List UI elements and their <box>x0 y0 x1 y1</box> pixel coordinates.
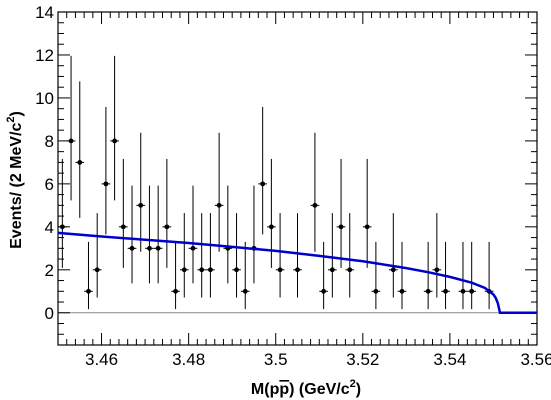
data-point <box>173 288 178 294</box>
data-point <box>347 267 353 273</box>
data-point <box>181 267 187 273</box>
x-tick-label: 3.54 <box>433 350 466 369</box>
y-tick-label: 14 <box>35 3 54 22</box>
data-point <box>112 138 118 144</box>
data-point <box>312 202 318 208</box>
fit-curve <box>57 231 537 315</box>
y-axis-title: Events/ (2 MeV/c2) <box>5 111 25 249</box>
fit-line <box>57 231 537 315</box>
y-tick-label: 10 <box>35 89 54 108</box>
data-point <box>190 245 196 251</box>
plot-area-border <box>57 11 538 346</box>
data-point <box>77 159 83 165</box>
data-points <box>59 138 492 294</box>
x-tick-label: 3.52 <box>346 350 379 369</box>
data-point <box>260 181 266 187</box>
data-point <box>129 245 135 251</box>
data-point <box>242 288 248 294</box>
y-tick-labels: 0 2 4 6 8 10 12 14 <box>35 3 54 323</box>
error-bars <box>58 55 494 310</box>
data-point <box>295 267 300 273</box>
data-point <box>373 288 379 294</box>
y-tick-label: 8 <box>45 132 54 151</box>
data-point <box>59 224 65 230</box>
y-tick-label: 2 <box>45 261 54 280</box>
data-point <box>321 288 327 294</box>
data-point <box>138 202 144 208</box>
data-point <box>86 288 91 294</box>
data-point <box>425 288 431 294</box>
plot-frame <box>57 11 538 346</box>
data-point <box>399 288 405 294</box>
data-point <box>268 224 274 230</box>
x-tick-label: 3.56 <box>520 350 551 369</box>
data-point <box>364 224 370 230</box>
y-tick-label: 0 <box>45 304 54 323</box>
data-point <box>199 267 205 273</box>
data-point <box>155 245 161 251</box>
data-point <box>147 245 152 251</box>
data-point <box>277 267 283 273</box>
data-point <box>390 267 396 273</box>
y-tick-label: 12 <box>35 46 54 65</box>
x-tick-label: 3.5 <box>264 350 288 369</box>
x-axis-title: M(pp) (GeV/c2) <box>251 378 361 398</box>
y-tick-label: 4 <box>45 218 54 237</box>
data-point <box>460 288 466 294</box>
x-axis-ticks <box>57 12 538 345</box>
x-tick-label: 3.46 <box>85 350 118 369</box>
data-point <box>469 288 475 294</box>
data-point <box>164 224 170 230</box>
data-point <box>216 202 222 208</box>
data-point <box>94 267 100 273</box>
y-axis-ticks <box>58 11 537 346</box>
data-point <box>443 288 448 294</box>
data-point <box>208 267 213 273</box>
data-point <box>68 138 74 144</box>
data-point <box>434 267 440 273</box>
data-point <box>338 224 344 230</box>
data-point <box>103 181 109 187</box>
data-point <box>120 224 126 230</box>
x-tick-labels: 3.46 3.48 3.5 3.52 3.54 3.56 <box>85 350 551 369</box>
data-point <box>234 267 239 273</box>
data-point <box>329 267 335 273</box>
x-tick-label: 3.48 <box>172 350 205 369</box>
y-tick-label: 6 <box>45 175 54 194</box>
